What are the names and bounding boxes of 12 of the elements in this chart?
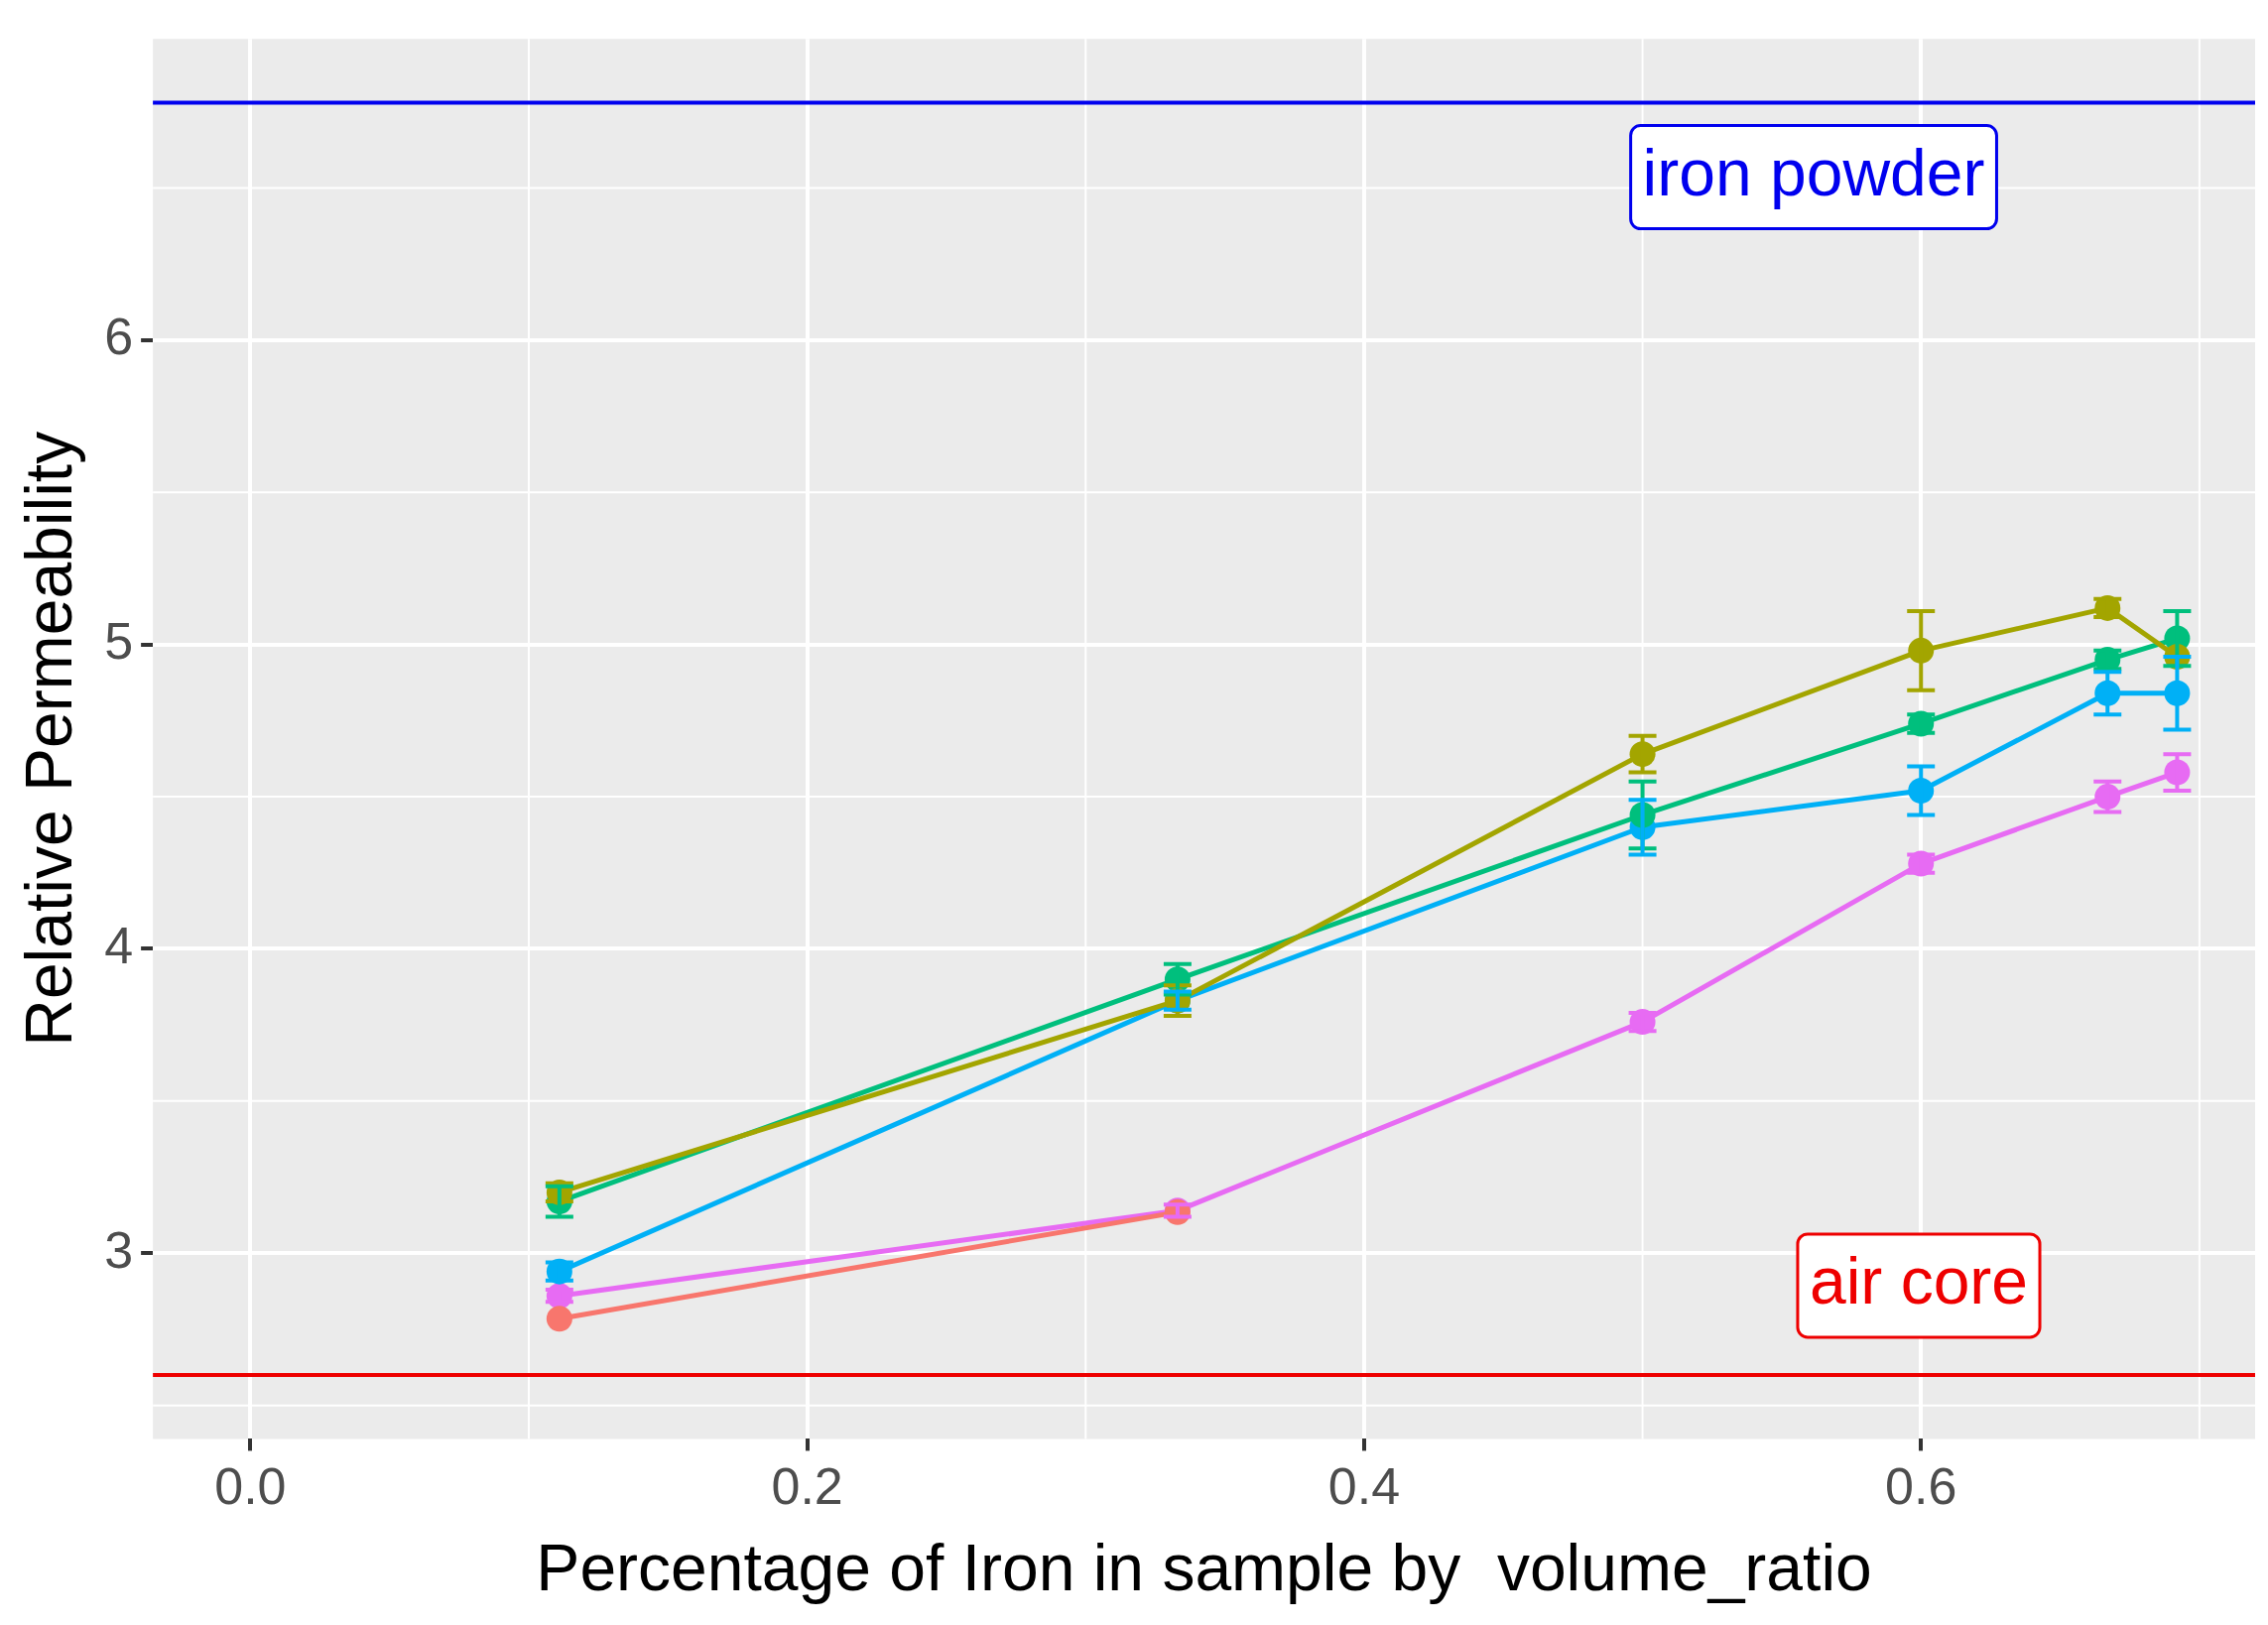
y-axis-title: Relative Permeability [11, 431, 85, 1047]
x-tick-label: 0.0 [214, 1456, 287, 1515]
x-tick-label: 0.2 [771, 1456, 843, 1515]
y-tick-label: 4 [104, 916, 134, 974]
x-tick-label: 0.4 [1327, 1456, 1401, 1515]
y-tick-label: 6 [104, 308, 134, 366]
x-axis-title: Percentage of Iron in sample by volume_ratio [536, 1530, 1872, 1604]
y-tick-label: 3 [104, 1220, 134, 1279]
ref-line-label: air core [1809, 1244, 2029, 1318]
ref-line-label: iron powder [1642, 135, 1985, 209]
x-tick-label: 0.6 [1885, 1456, 1957, 1515]
y-tick-label: 5 [104, 612, 134, 671]
